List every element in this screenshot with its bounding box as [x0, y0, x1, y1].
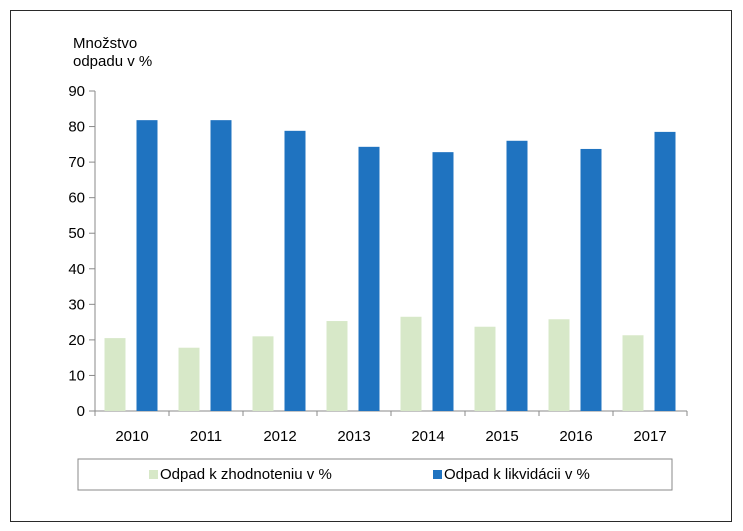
- legend-box: [77, 458, 673, 491]
- bar-recovery-2015: [474, 326, 496, 411]
- bar-disposal-2017: [654, 131, 676, 411]
- y-axis-title-line-1: Množstvo: [73, 35, 137, 52]
- y-tick-label-5: 50: [68, 225, 85, 242]
- bar-disposal-2013: [358, 146, 380, 412]
- y-tick-label-1: 10: [68, 367, 85, 384]
- legend-label-disposal: Odpad k likvidácii v %: [444, 466, 590, 483]
- bar-recovery-2010: [104, 338, 126, 411]
- x-tick-label-2015: 2015: [485, 428, 518, 445]
- x-tick-label-2016: 2016: [559, 428, 592, 445]
- x-tick-label-2012: 2012: [263, 428, 296, 445]
- y-axis: 0 10 20 30 40 50 60 70 80 90: [68, 83, 96, 420]
- y-tick-label-2: 20: [68, 332, 85, 349]
- legend-swatch-recovery: [149, 470, 158, 479]
- bar-disposal-2015: [506, 140, 528, 411]
- bar-recovery-2012: [252, 336, 274, 411]
- y-tick-label-6: 60: [68, 190, 85, 207]
- legend: Odpad k zhodnoteniu v % Odpad k likvidác…: [77, 458, 673, 491]
- x-tick-label-2014: 2014: [411, 428, 444, 445]
- y-tick-label-4: 40: [68, 261, 85, 278]
- bar-recovery-2013: [326, 321, 348, 411]
- bar-disposal-2011: [210, 120, 232, 412]
- y-tick-label-0: 0: [77, 403, 85, 420]
- chart-frame: Množstvo odpadu v % 0 10 20 30 40 50 60 70 80 90 …: [10, 10, 732, 522]
- x-tick-label-2010: 2010: [115, 428, 148, 445]
- y-tick-label-7: 70: [68, 154, 85, 171]
- x-tick-label-2011: 2011: [190, 428, 222, 445]
- bar-chart: Množstvo odpadu v % 0102030405060708090 …: [68, 35, 688, 491]
- x-tick-label-2013: 2013: [337, 428, 370, 445]
- y-axis-title-line-2: odpadu v %: [73, 53, 152, 70]
- x-tick-label-2017: 2017: [633, 428, 666, 445]
- bar-recovery-2011: [178, 347, 200, 411]
- bar-recovery-2017: [622, 335, 644, 411]
- bar-disposal-2014: [432, 152, 454, 411]
- bar-recovery-2016: [548, 319, 570, 411]
- bar-disposal-2012: [284, 130, 306, 412]
- bar-recovery-2014: [400, 316, 422, 411]
- legend-label-recovery: Odpad k zhodnoteniu v %: [160, 466, 332, 483]
- bar-disposal-2016: [580, 148, 602, 411]
- y-tick-label-8: 80: [68, 119, 85, 136]
- bar-disposal-2010: [136, 120, 158, 412]
- bars: [104, 120, 676, 412]
- legend-swatch-disposal: [433, 470, 442, 479]
- x-axis: 2010 2011 2012 2013 2014 2015 2016 2017: [94, 410, 688, 445]
- y-tick-label-9: 90: [68, 83, 85, 100]
- y-tick-label-3: 30: [68, 296, 85, 313]
